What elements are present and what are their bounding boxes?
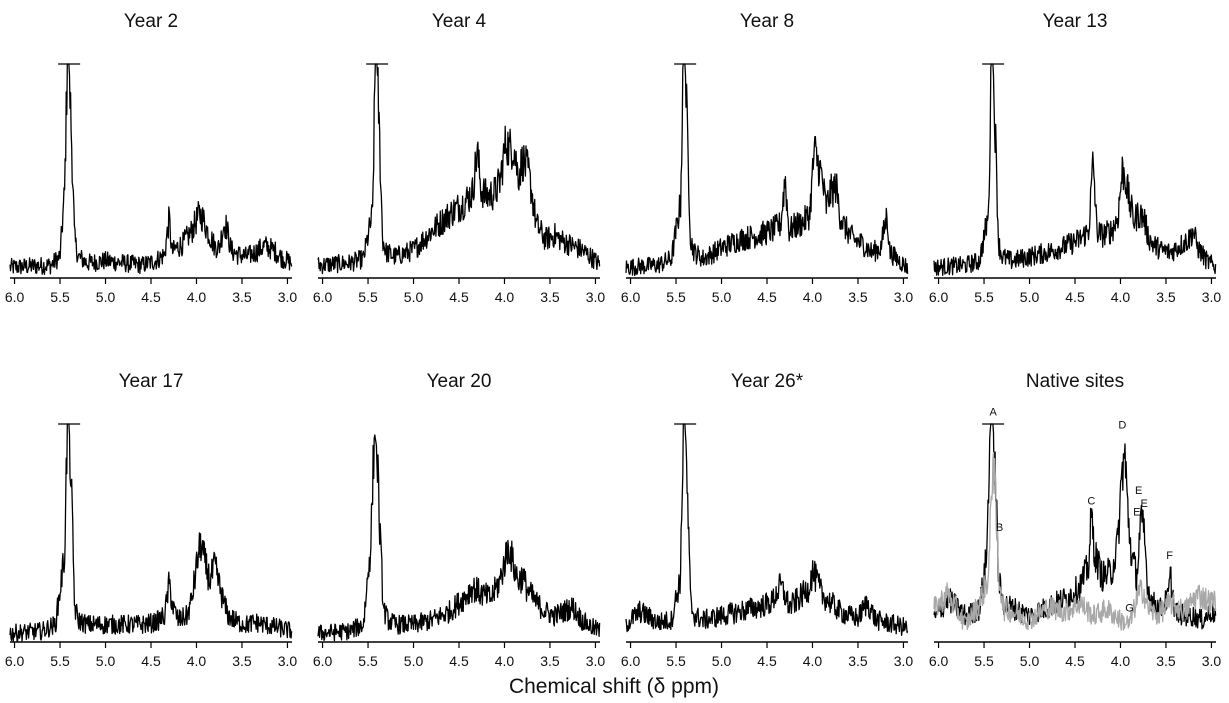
x-tick-label: 6.0 [313,653,333,669]
x-tick-label: 3.5 [232,289,252,305]
x-tick-label: 6.0 [5,289,25,305]
panel-1: Year 2 6.0 5.5 5.0 4.5 4.0 3.5 3.0 [5,11,298,305]
x-tick-label: 5.0 [96,289,116,305]
x-tick-label: 4.0 [495,289,515,305]
x-tick-label: 5.0 [1020,289,1040,305]
x-tick-label: 6.0 [929,289,949,305]
x-tick-label: 4.5 [1065,653,1085,669]
panel-title: Year 20 [427,371,492,392]
spectrum-line [625,63,909,277]
x-tick-label: 3.5 [232,653,252,669]
x-tick-label: 4.5 [141,289,161,305]
x-tick-label: 4.5 [449,653,469,669]
panel-title: Year 8 [740,11,794,32]
x-tick-label: 5.5 [974,289,994,305]
peak-annotation: C [1087,496,1095,508]
x-tick-label: 3.0 [1202,653,1222,669]
x-tick-label: 5.5 [50,289,70,305]
x-tick-label: 5.0 [1020,653,1040,669]
x-tick-label: 3.5 [848,289,868,305]
x-tick-label: 3.0 [586,289,606,305]
x-tick-label: 5.5 [358,653,378,669]
x-tick-label: 3.5 [1156,289,1176,305]
x-tick-label: 5.5 [666,289,686,305]
x-tick-label: 5.5 [50,653,70,669]
x-tick-label: 6.0 [5,653,25,669]
panel-7: Year 26* 6.0 5.5 5.0 4.5 4.0 3.5 3.0 [621,371,914,669]
x-tick-label: 3.5 [1156,653,1176,669]
x-tick-label: 5.5 [974,653,994,669]
spectrum-line [933,452,1217,631]
peak-annotation: F [1166,550,1173,562]
panel-title: Native sites [1026,371,1124,392]
peak-annotation: B [996,522,1003,534]
spectrum-line [933,63,1217,276]
peak-annotation: E [1135,485,1142,497]
panel-5: Year 17 6.0 5.5 5.0 4.5 4.0 3.5 3.0 [5,371,298,669]
x-tick-label: 6.0 [929,653,949,669]
panel-title: Year 2 [124,11,178,32]
panel-3: Year 8 6.0 5.5 5.0 4.5 4.0 3.5 3.0 [621,11,914,305]
x-tick-label: 3.0 [894,653,914,669]
x-tick-label: 3.0 [894,289,914,305]
x-tick-label: 3.0 [586,653,606,669]
x-tick-label: 5.5 [358,289,378,305]
x-tick-label: 4.5 [757,653,777,669]
x-tick-label: 4.5 [757,289,777,305]
panel-8: Native sites 6.0 5.5 5.0 4.5 4.0 3.5 3.0 A B C D EEE… [929,371,1222,669]
x-tick-label: 3.5 [540,653,560,669]
x-tick-label: 4.5 [449,289,469,305]
x-tick-label: 5.0 [404,653,424,669]
spectrum-line [317,434,601,642]
x-tick-label: 6.0 [313,289,333,305]
x-tick-label: 5.0 [712,653,732,669]
x-tick-label: 3.5 [540,289,560,305]
x-tick-label: 3.0 [278,653,298,669]
x-tick-label: 6.0 [621,289,641,305]
x-tick-label: 4.0 [1111,653,1131,669]
spectrum-line [9,63,293,276]
x-tick-label: 4.0 [187,289,207,305]
x-tick-label: 4.0 [187,653,207,669]
x-tick-label: 5.0 [96,653,116,669]
x-tick-label: 5.0 [712,289,732,305]
x-tick-label: 4.0 [803,653,823,669]
panels-group: Year 2 6.0 5.5 5.0 4.5 4.0 3.5 3.0 Year 4 6.0 5.5 5… [5,11,1222,669]
spectrum-line [317,63,601,275]
spectrum-line [9,423,293,642]
x-tick-label: 4.0 [1111,289,1131,305]
panel-title: Year 17 [119,371,184,392]
x-tick-label: 5.5 [666,653,686,669]
x-tick-label: 3.5 [848,653,868,669]
x-tick-label: 3.0 [278,289,298,305]
x-tick-label: 4.0 [803,289,823,305]
x-axis-label: Chemical shift (δ ppm) [509,675,719,698]
panel-title: Year 13 [1043,11,1108,32]
peak-annotation: E [1140,498,1147,510]
peak-annotation: G [1125,602,1134,614]
panel-4: Year 13 6.0 5.5 5.0 4.5 4.0 3.5 3.0 [929,11,1222,305]
peak-annotation: A [989,406,997,418]
panel-title: Year 4 [432,11,487,32]
x-tick-label: 3.0 [1202,289,1222,305]
x-tick-label: 4.5 [1065,289,1085,305]
spectrum-line [625,423,909,636]
peak-annotation: E [1133,507,1140,519]
x-tick-label: 4.0 [495,653,515,669]
peak-annotation: D [1118,419,1126,431]
x-tick-label: 5.0 [404,289,424,305]
x-tick-label: 4.5 [141,653,161,669]
panel-6: Year 20 6.0 5.5 5.0 4.5 4.0 3.5 3.0 [313,371,606,669]
panel-2: Year 4 6.0 5.5 5.0 4.5 4.0 3.5 3.0 [313,11,606,305]
panel-title: Year 26* [731,371,804,392]
x-tick-label: 6.0 [621,653,641,669]
